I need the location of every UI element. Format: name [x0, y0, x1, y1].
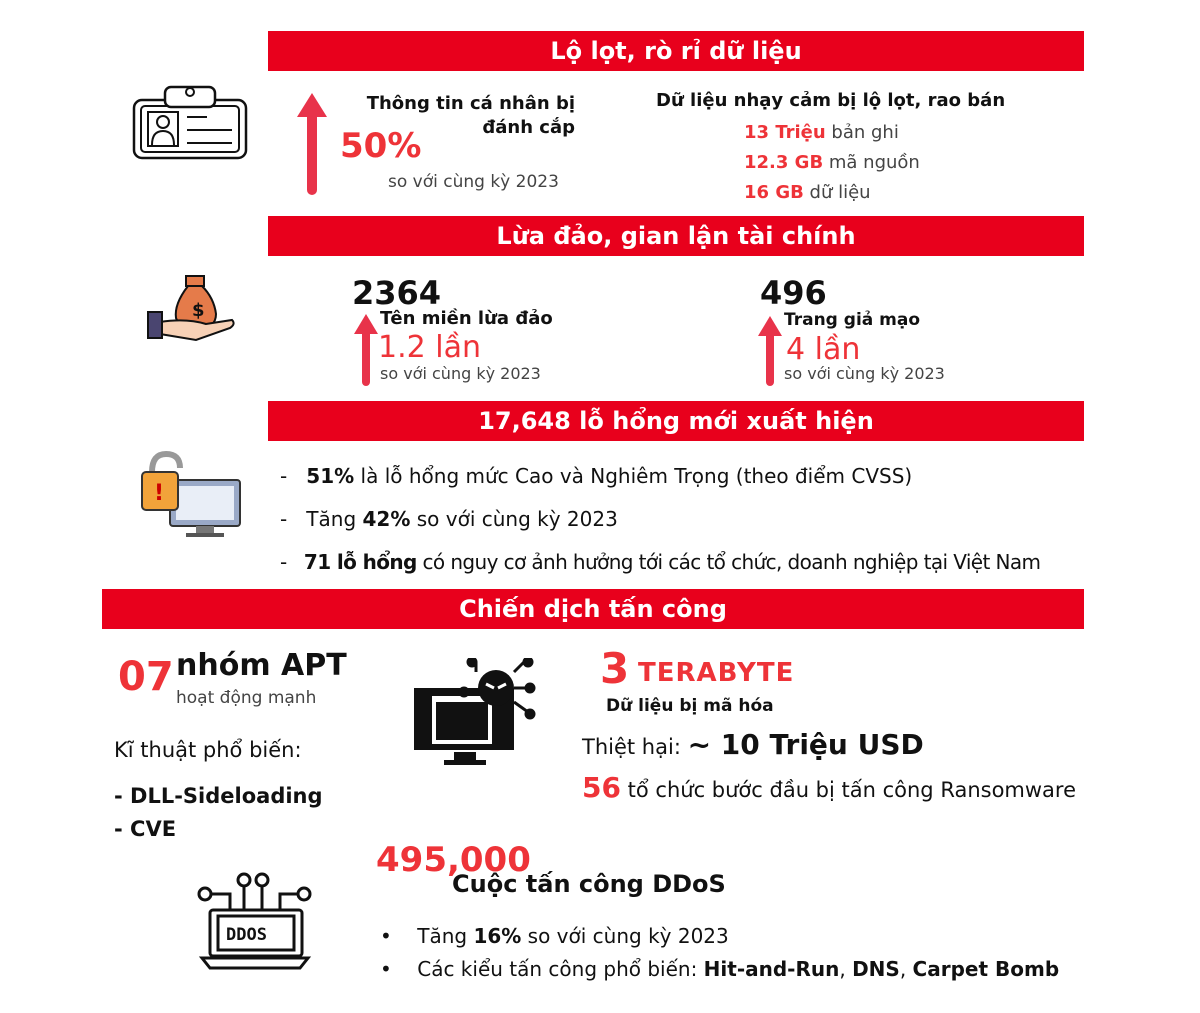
org-label: tổ chức bước đầu bị tấn công Ransomware: [620, 778, 1077, 802]
up-arrow-icon: [758, 316, 782, 336]
money-bag-hand-icon: $: [147, 275, 235, 342]
sensitive-data-list: 13 Triệu bản ghi 12.3 GB mã nguồn 16 GB …: [744, 118, 920, 208]
text: là lỗ hổng mức Cao và Nghiêm Trọng (theo…: [354, 464, 913, 488]
highlight: 16%: [473, 924, 522, 948]
list-item: • Các kiểu tấn công phổ biến: Hit-and-Ru…: [380, 957, 1060, 981]
list-item: 16 GB dữ liệu: [744, 178, 920, 208]
text: Tăng: [306, 507, 363, 531]
up-arrow-icon: [297, 93, 327, 117]
terabyte-label: TERABYTE: [638, 658, 795, 688]
ransomware-orgs-line: 56 tổ chức bước đầu bị tấn công Ransomwa…: [582, 770, 1076, 808]
stolen-info-value: 50%: [340, 126, 422, 166]
fake-pages-number: 496: [760, 274, 827, 312]
list-item: - CVE: [114, 817, 177, 841]
id-card-icon: [132, 85, 248, 160]
apt-count: 07: [118, 654, 174, 700]
banner-data-leak: Lộ lọt, rò rỉ dữ liệu: [268, 31, 1084, 71]
up-arrow-shaft: [307, 115, 317, 195]
item-label: bản ghi: [825, 122, 899, 143]
comparison-text: so với cùng kỳ 2023: [388, 172, 559, 192]
stolen-info-label: Thông tin cá nhân bị đánh cắp: [366, 93, 575, 138]
up-arrow-shaft: [362, 332, 370, 386]
highlight: 71 lỗ hổng: [303, 550, 417, 574]
list-item: - DLL-Sideloading: [114, 784, 323, 808]
text: so với cùng kỳ 2023: [410, 507, 618, 531]
damage-value: ~ 10 Triệu USD: [687, 728, 924, 761]
ddos-label: Cuộc tấn công DDoS: [452, 870, 726, 898]
comparison-text: so với cùng kỳ 2023: [784, 364, 945, 383]
scam-domains-number: 2364: [352, 274, 442, 312]
text: Tăng: [417, 924, 474, 948]
banner-attack-campaigns: Chiến dịch tấn công: [102, 589, 1084, 629]
text: có nguy cơ ảnh hưởng tới các tổ chức, do…: [416, 550, 1041, 574]
techniques-label: Kĩ thuật phổ biến:: [114, 738, 302, 762]
item-value: 13 Triệu: [744, 122, 826, 143]
techniques-list: - DLL-Sideloading - CVE: [114, 780, 323, 846]
list-item: 13 Triệu bản ghi: [744, 118, 920, 148]
highlight: DNS: [852, 957, 900, 981]
list-item: - Tăng 42% so với cùng kỳ 2023: [280, 507, 618, 531]
damage-label: Thiệt hại:: [582, 735, 688, 759]
scam-domains-label: Tên miền lừa đảo: [380, 308, 553, 329]
banner-vulnerabilities: 17,648 lỗ hổng mới xuất hiện: [268, 401, 1084, 441]
list-item: - 71 lỗ hổng có nguy cơ ảnh hưởng tới cá…: [280, 550, 1041, 574]
ransomware-computer-icon: [414, 658, 536, 765]
text: ,: [839, 957, 853, 981]
terabyte-number: 3: [600, 644, 630, 693]
vulnerable-computer-icon: !: [141, 450, 241, 537]
item-value: 16 GB: [744, 182, 804, 203]
list-item: • Tăng 16% so với cùng kỳ 2023: [380, 924, 729, 948]
encrypted-data-label: Dữ liệu bị mã hóa: [606, 696, 774, 716]
item-label: mã nguồn: [823, 152, 920, 173]
banner-fraud: Lừa đảo, gian lận tài chính: [268, 216, 1084, 256]
sensitive-data-title: Dữ liệu nhạy cảm bị lộ lọt, rao bán: [656, 90, 1006, 111]
text: so với cùng kỳ 2023: [521, 924, 729, 948]
highlight: Hit-and-Run: [703, 957, 840, 981]
ddos-laptop-icon: DDOS: [197, 872, 312, 970]
damage-line: Thiệt hại: ~ 10 Triệu USD: [582, 728, 924, 764]
fake-pages-label: Trang giả mạo: [784, 310, 921, 330]
comparison-text: so với cùng kỳ 2023: [380, 364, 541, 383]
ddos-list: • Tăng 16% so với cùng kỳ 2023 • Các kiể…: [380, 920, 1059, 986]
apt-sub: hoạt động mạnh: [176, 688, 317, 708]
org-count: 56: [582, 771, 621, 804]
item-value: 12.3 GB: [744, 152, 824, 173]
highlight: 42%: [362, 507, 411, 531]
list-item: - 51% là lỗ hổng mức Cao và Nghiêm Trọng…: [280, 464, 913, 488]
text: ,: [899, 957, 913, 981]
highlight: 51%: [306, 464, 355, 488]
vulnerability-list: - 51% là lỗ hổng mức Cao và Nghiêm Trọng…: [280, 455, 1041, 584]
up-arrow-shaft: [766, 334, 774, 386]
item-label: dữ liệu: [803, 182, 871, 203]
svg-text:$: $: [192, 300, 205, 321]
text: Các kiểu tấn công phổ biến:: [417, 957, 704, 981]
ddos-number: 495,000: [376, 840, 531, 880]
ddos-icon-text: DDOS: [226, 925, 267, 945]
apt-label: nhóm APT: [176, 648, 347, 683]
fake-pages-growth: 4 lần: [786, 332, 861, 367]
up-arrow-icon: [354, 314, 378, 334]
scam-domains-growth: 1.2 lần: [378, 330, 481, 365]
highlight: Carpet Bomb: [912, 957, 1060, 981]
svg-text:!: !: [154, 481, 164, 506]
list-item: 12.3 GB mã nguồn: [744, 148, 920, 178]
